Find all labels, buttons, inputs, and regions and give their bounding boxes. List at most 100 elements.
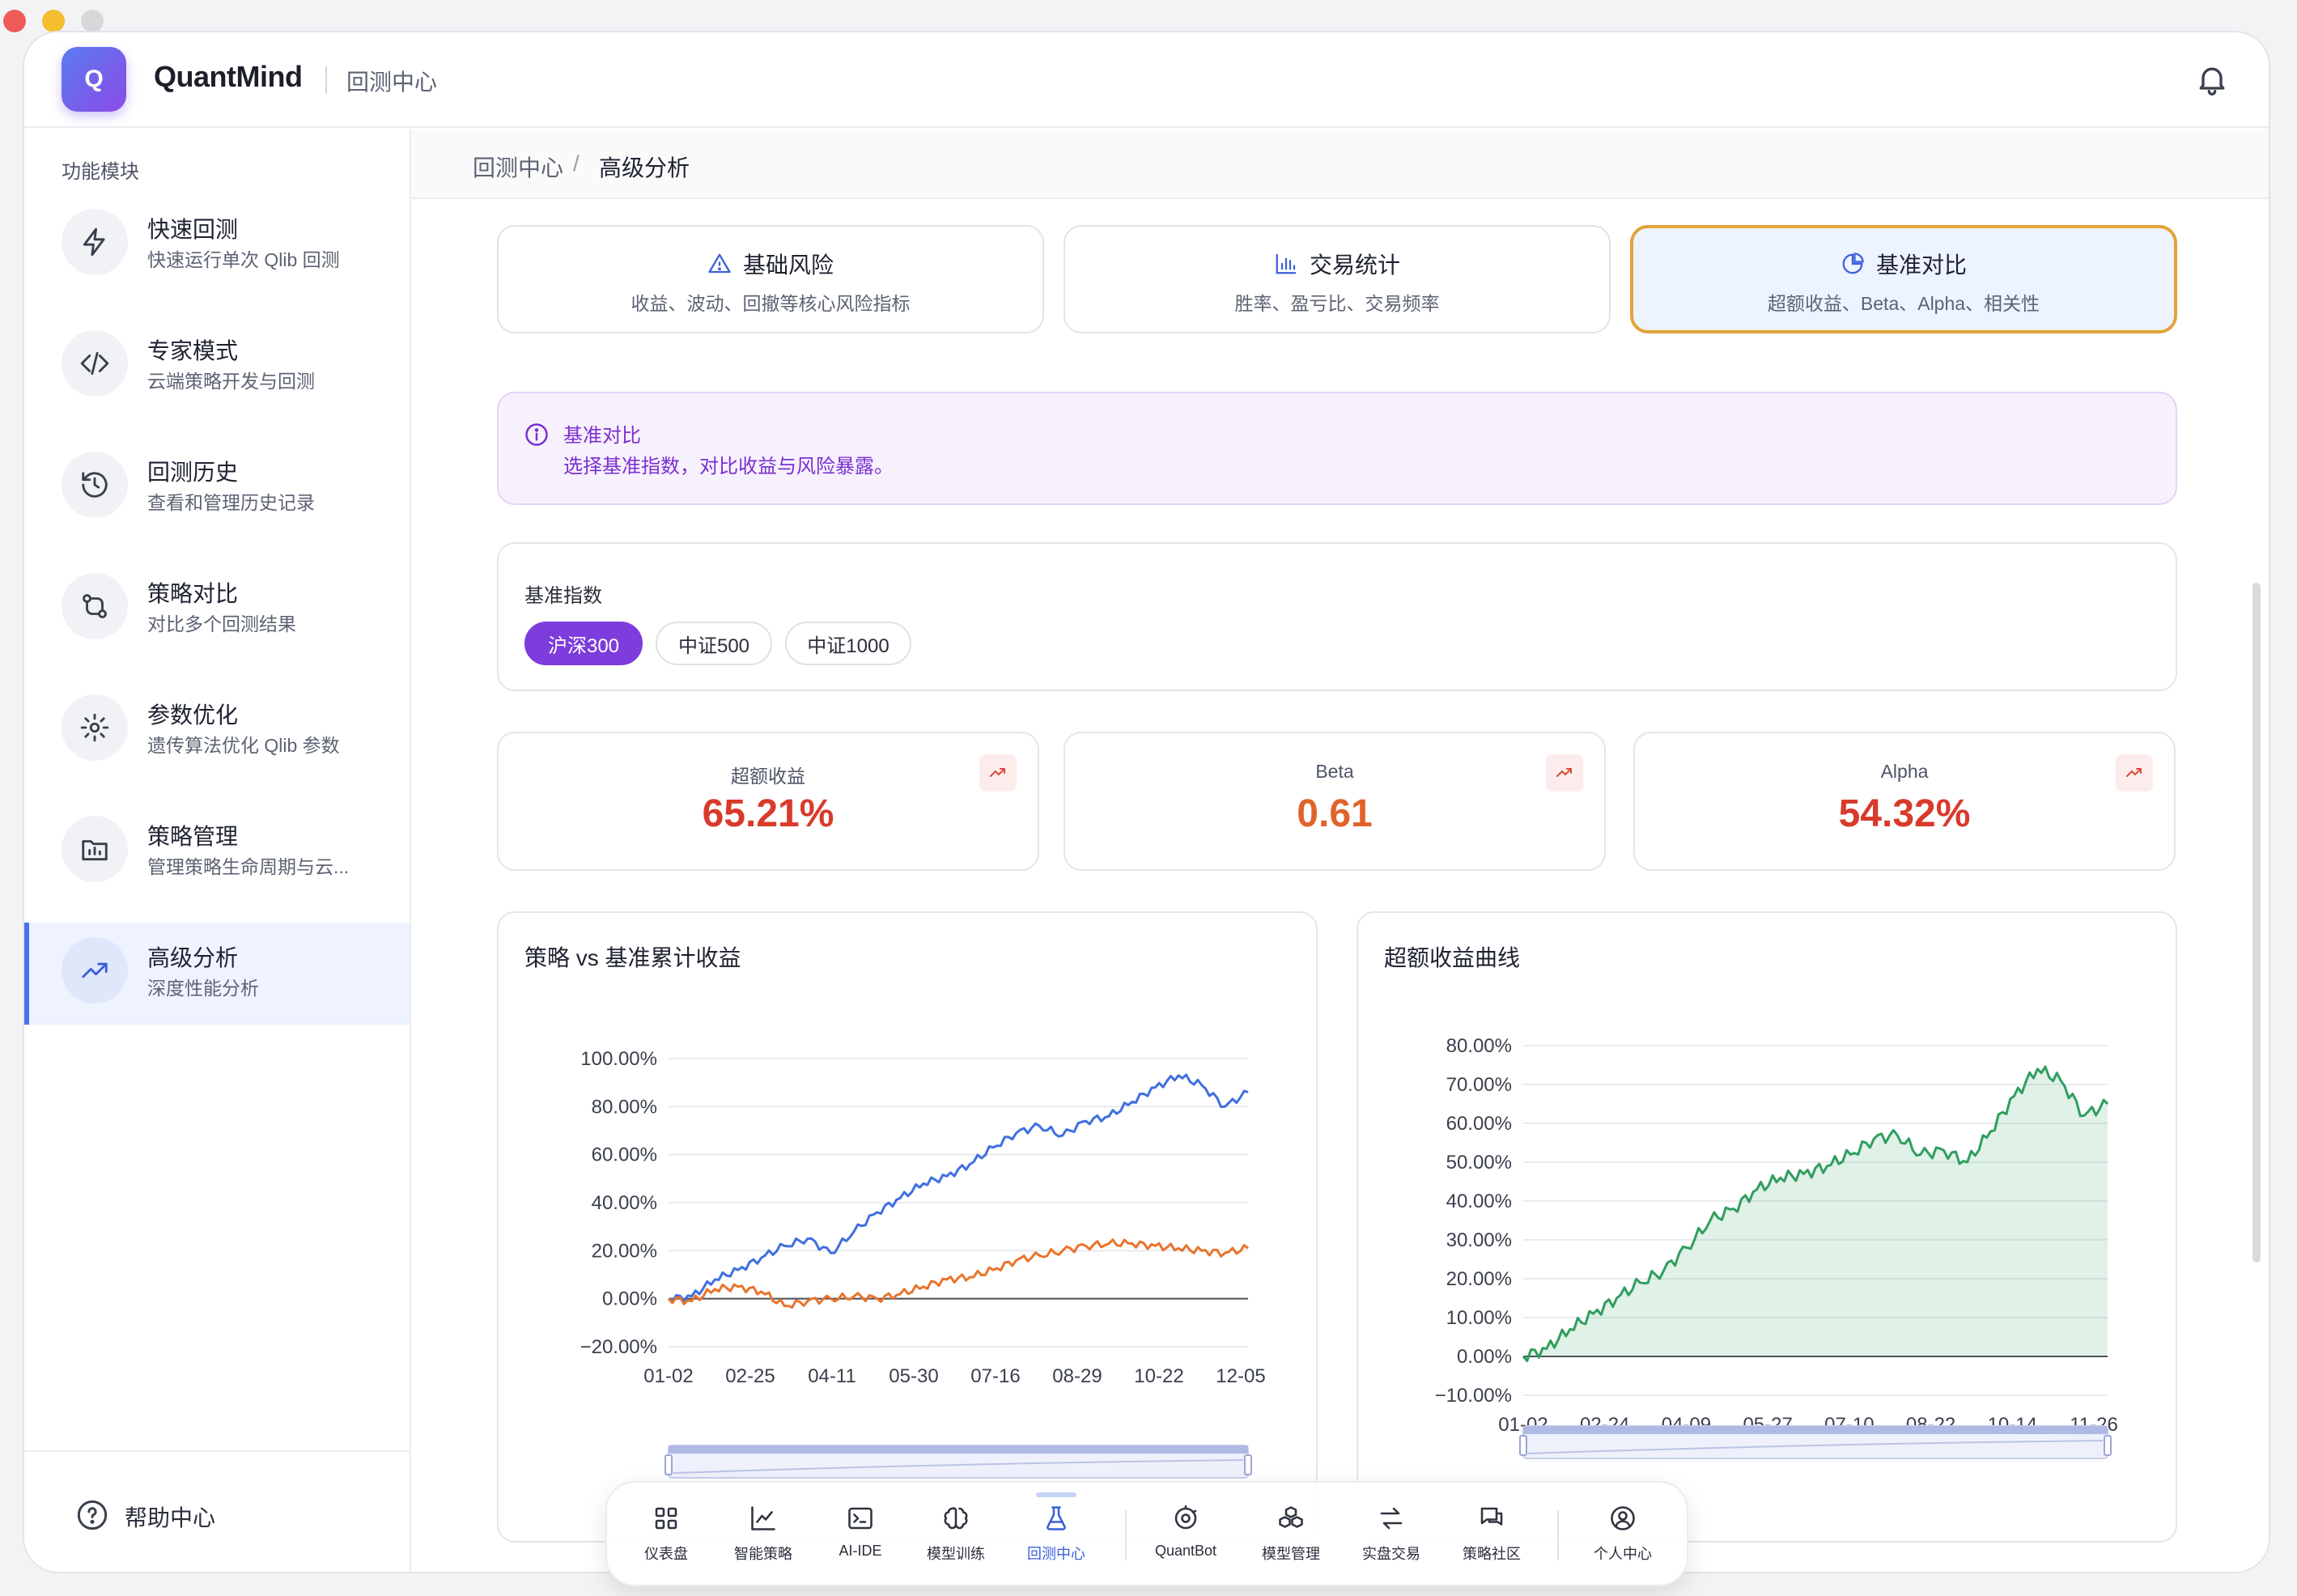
dock-label: 回测中心 <box>1027 1546 1085 1562</box>
sidebar-item-desc: 遗传算法优化 Qlib 参数 <box>147 735 340 756</box>
sidebar-item-6[interactable]: 策略管理 管理策略生命周期与云... <box>24 801 410 903</box>
zoom-handle-left[interactable] <box>664 1454 673 1475</box>
sidebar-item-label: 策略对比 <box>147 581 239 606</box>
series-area <box>1523 1066 2108 1361</box>
zoom-window-button[interactable] <box>81 10 104 32</box>
folder-chart-icon <box>62 816 128 882</box>
main-area: 回测中心 / 高级分析 基础风险 收益、波动、回撤等核心风险指标 交易统计 胜率… <box>411 129 2269 1572</box>
dock-item-7[interactable]: 模型管理 <box>1246 1497 1335 1578</box>
tab-basic-risk[interactable]: 基础风险 收益、波动、回撤等核心风险指标 <box>497 225 1044 333</box>
zoom-slider-handle-bar[interactable] <box>669 1445 1248 1454</box>
bell-icon[interactable] <box>2194 62 2230 97</box>
y-tick-label: 40.00% <box>592 1192 657 1214</box>
line-chart-icon <box>751 1506 775 1530</box>
x-tick-label: 08-29 <box>1052 1365 1102 1387</box>
kpi-value: 0.61 <box>1297 792 1373 835</box>
y-tick-label: 20.00% <box>1446 1268 1512 1290</box>
dock-item-6[interactable]: QuantBot <box>1141 1497 1230 1578</box>
dock-label: 智能策略 <box>734 1546 792 1562</box>
warning-icon <box>708 253 731 274</box>
zoom-handle-right[interactable] <box>2104 1435 2112 1456</box>
dock-item-3[interactable]: AI-IDE <box>816 1497 905 1578</box>
sidebar-item-1[interactable]: 快速回测 快速运行单次 Qlib 回测 <box>24 194 410 296</box>
dock-item-4[interactable]: 模型训练 <box>911 1497 1000 1578</box>
history-icon <box>62 452 128 518</box>
x-tick-label: 05-30 <box>889 1365 938 1387</box>
sidebar-item-desc: 管理策略生命周期与云... <box>147 856 350 877</box>
dock-label: AI-IDE <box>839 1543 882 1559</box>
tab-title: 基准对比 <box>1875 253 1967 278</box>
tab-title: 基础风险 <box>742 253 834 278</box>
zoom-slider-handle-bar[interactable] <box>1523 1426 2108 1434</box>
dock-label: 模型训练 <box>927 1546 985 1562</box>
y-tick-label: 30.00% <box>1446 1229 1512 1251</box>
info-text: 选择基准指数，对比收益与风险暴露。 <box>563 456 894 478</box>
zoom-handle-right[interactable] <box>1244 1454 1252 1475</box>
breadcrumb-parent[interactable]: 回测中心 <box>473 155 564 180</box>
dock-item-8[interactable]: 实盘交易 <box>1347 1497 1436 1578</box>
dock-item-9[interactable]: 策略社区 <box>1447 1497 1536 1578</box>
tab-title: 交易统计 <box>1309 253 1400 278</box>
y-tick-label: −10.00% <box>1435 1385 1512 1407</box>
x-tick-label: 04-11 <box>808 1365 856 1387</box>
y-tick-label: 80.00% <box>592 1096 657 1118</box>
sidebar-item-label: 专家模式 <box>147 338 239 363</box>
sidebar-item-7[interactable]: 高级分析 深度性能分析 <box>24 923 410 1025</box>
dock-item-10[interactable]: 个人中心 <box>1578 1497 1667 1578</box>
y-tick-label: 70.00% <box>1446 1074 1512 1096</box>
tab-desc: 收益、波动、回撤等核心风险指标 <box>631 293 911 314</box>
top-bar: Q QuantMind 回测中心 <box>24 32 2269 128</box>
sidebar-footer: 帮助中心 <box>24 1450 410 1572</box>
main-scrollbar[interactable] <box>2252 583 2261 1263</box>
kpi-value: 54.32% <box>1838 792 1971 835</box>
y-tick-label: 0.00% <box>602 1288 657 1310</box>
dock-separator <box>1125 1510 1127 1560</box>
dock-separator <box>1557 1510 1559 1560</box>
content-area: 基础风险 收益、波动、回撤等核心风险指标 交易统计 胜率、盈亏比、交易频率 基准… <box>411 199 2269 1572</box>
kpi-label: Alpha <box>1880 761 1929 782</box>
dock-label: 仪表盘 <box>644 1546 688 1562</box>
sidebar-item-desc: 深度性能分析 <box>147 978 259 999</box>
app-name: QuantMind <box>154 60 303 93</box>
tab-benchmark-compare[interactable]: 基准对比 超额收益、Beta、Alpha、相关性 <box>1630 225 2177 333</box>
help-center-link[interactable]: 帮助中心 <box>125 1505 216 1530</box>
app-logo[interactable]: Q <box>62 47 126 112</box>
benchmark-selector: 基准指数 沪深300 中证500 中证1000 <box>497 542 2177 691</box>
code-icon <box>62 330 128 397</box>
kpi-card: Alpha 54.32% <box>1633 732 2176 871</box>
y-tick-label: 40.00% <box>1446 1191 1512 1212</box>
trend-icon <box>62 937 128 1004</box>
help-icon[interactable] <box>76 1499 108 1531</box>
bottom-dock: 仪表盘 智能策略 AI-IDE 模型训练 回测中心 QuantBot 模型管理 实盘交易 策略社… <box>605 1481 1688 1586</box>
minimize-window-button[interactable] <box>42 10 65 32</box>
terminal-icon <box>848 1507 873 1530</box>
sidebar-item-3[interactable]: 回测历史 查看和管理历史记录 <box>24 437 410 539</box>
x-tick-label: 01-02 <box>643 1365 693 1387</box>
bot-icon <box>1174 1505 1197 1530</box>
sidebar-item-desc: 快速运行单次 Qlib 回测 <box>147 249 340 270</box>
x-tick-label: 10-22 <box>1134 1365 1183 1387</box>
benchmark-option-hs300[interactable]: 沪深300 <box>524 622 643 665</box>
sidebar-item-4[interactable]: 策略对比 对比多个回测结果 <box>24 558 410 660</box>
y-tick-label: −20.00% <box>580 1336 657 1358</box>
close-window-button[interactable] <box>3 10 26 32</box>
benchmark-option-zz500[interactable]: 中证500 <box>656 622 772 665</box>
cubes-icon <box>1279 1506 1303 1528</box>
pie-icon <box>1842 253 1864 274</box>
info-icon <box>525 423 548 446</box>
brain-icon <box>944 1507 968 1530</box>
sidebar-item-2[interactable]: 专家模式 云端策略开发与回测 <box>24 316 410 418</box>
sidebar-item-5[interactable]: 参数优化 遗传算法优化 Qlib 参数 <box>24 680 410 782</box>
dock-label: 个人中心 <box>1594 1546 1652 1562</box>
dock-item-5[interactable]: 回测中心 <box>1012 1492 1101 1578</box>
dock-label: 模型管理 <box>1262 1546 1320 1562</box>
benchmark-option-zz1000[interactable]: 中证1000 <box>785 622 911 665</box>
y-tick-label: 0.00% <box>1457 1346 1512 1368</box>
dock-item-1[interactable]: 仪表盘 <box>622 1497 711 1578</box>
excess-return-chart: 80.00% 70.00% 60.00% 50.00% 40.00% 30.00% 20.0… <box>1435 1035 2118 1459</box>
zoom-handle-left[interactable] <box>1519 1435 1527 1456</box>
tab-trade-stats[interactable]: 交易统计 胜率、盈亏比、交易频率 <box>1064 225 1611 333</box>
dock-item-2[interactable]: 智能策略 <box>719 1497 808 1578</box>
x-tick-label: 02-25 <box>725 1365 775 1387</box>
kpi-card: 超额收益 65.21% <box>497 732 1039 871</box>
